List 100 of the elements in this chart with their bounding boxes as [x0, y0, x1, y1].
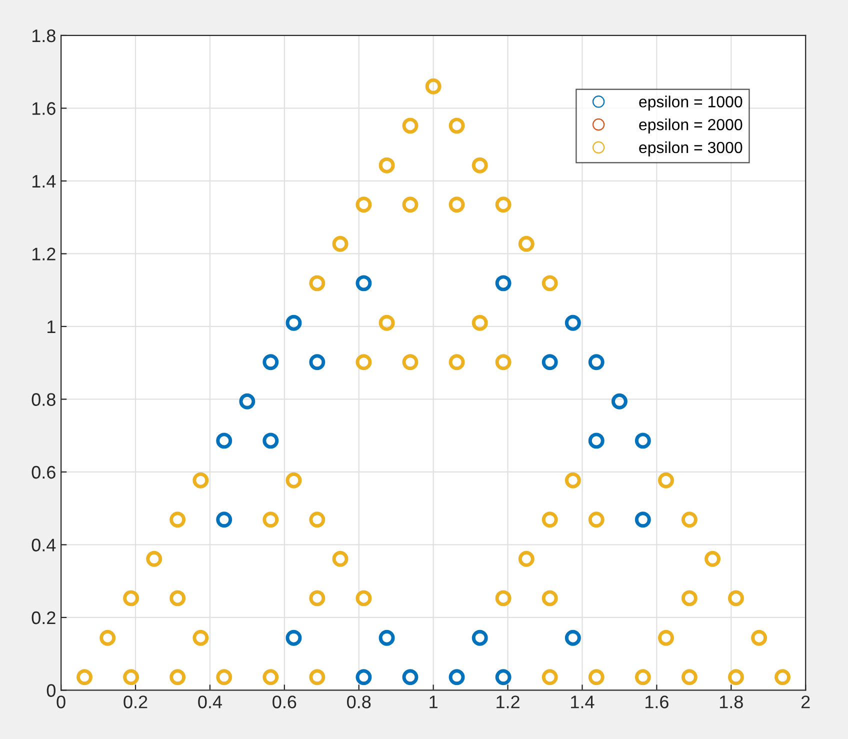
point	[378, 157, 395, 174]
point	[123, 669, 140, 686]
point	[704, 550, 721, 567]
point	[472, 157, 488, 174]
point	[448, 118, 465, 134]
y-tick-label: 0.8	[32, 393, 56, 406]
point	[472, 630, 488, 646]
point	[192, 630, 209, 646]
point	[588, 512, 604, 528]
point	[286, 630, 302, 646]
point	[518, 550, 534, 567]
y-tick-label: 1.4	[32, 175, 56, 188]
x-tick-label: 0.4	[198, 696, 222, 708]
point	[146, 550, 162, 567]
point	[495, 196, 512, 213]
point	[774, 669, 791, 686]
point	[448, 354, 465, 370]
point	[262, 432, 279, 449]
y-tick-label: 0.6	[32, 466, 56, 479]
point	[100, 630, 116, 646]
point	[402, 354, 418, 370]
point	[356, 196, 372, 213]
x-tick-label: 1.4	[571, 696, 594, 708]
point	[123, 590, 140, 606]
point	[542, 512, 558, 528]
point	[216, 432, 232, 449]
point	[681, 590, 698, 606]
x-tick-label: 2	[801, 696, 810, 708]
point	[611, 393, 628, 410]
point	[425, 78, 442, 94]
point	[542, 669, 558, 686]
point	[309, 669, 326, 686]
point	[378, 630, 395, 646]
point	[286, 472, 302, 488]
point	[356, 590, 372, 606]
point	[564, 314, 581, 331]
x-tick-label: 1.8	[720, 696, 743, 708]
point	[332, 236, 348, 252]
y-tick-label: 0.4	[32, 538, 56, 552]
point	[309, 275, 326, 292]
legend-label: epsilon = 2000	[639, 118, 742, 134]
point	[681, 669, 698, 686]
x-tick-label: 0.6	[272, 696, 296, 708]
y-tick-label: 1.8	[32, 29, 56, 42]
point	[495, 590, 512, 606]
point	[76, 669, 92, 686]
y-tick-label: 1	[48, 320, 56, 334]
point	[402, 118, 418, 134]
point	[309, 354, 326, 370]
point	[728, 590, 744, 606]
point	[588, 354, 604, 370]
point	[472, 314, 488, 331]
point	[216, 669, 232, 686]
x-tick-label: 1	[430, 696, 438, 708]
point	[495, 669, 512, 686]
point	[588, 669, 604, 686]
point	[286, 314, 302, 331]
point	[239, 393, 256, 410]
point	[751, 630, 768, 646]
x-tick-label: 0.2	[124, 696, 148, 708]
point	[262, 354, 279, 370]
point	[309, 512, 326, 528]
point	[216, 512, 232, 528]
point	[262, 669, 279, 686]
y-tick-label: 1.6	[32, 102, 56, 115]
point	[170, 590, 186, 606]
point	[542, 590, 558, 606]
point	[542, 354, 558, 370]
point	[518, 236, 534, 252]
y-tick-label: 0.2	[32, 611, 56, 624]
point	[262, 512, 279, 528]
point	[378, 314, 395, 331]
y-tick-label: 1.2	[32, 248, 56, 260]
point	[495, 275, 512, 292]
point	[658, 472, 674, 488]
x-tick-label: 1.6	[646, 696, 668, 708]
point	[681, 512, 698, 528]
point	[356, 354, 372, 370]
point	[564, 630, 581, 646]
point	[170, 512, 186, 528]
point	[402, 669, 418, 686]
x-tick-label: 1.2	[496, 696, 520, 708]
point	[564, 472, 581, 488]
y-tick-label: 0	[46, 684, 56, 697]
point	[356, 669, 372, 686]
point	[356, 275, 372, 292]
point	[332, 550, 348, 567]
x-tick-label: 0	[56, 696, 66, 708]
point	[588, 432, 604, 449]
point	[192, 472, 209, 488]
point	[495, 354, 512, 370]
point	[448, 196, 465, 213]
point	[542, 275, 558, 292]
point	[634, 432, 651, 449]
point	[402, 196, 418, 213]
point	[658, 630, 674, 646]
point	[448, 669, 465, 686]
legend-label: epsilon = 3000	[639, 141, 742, 156]
point	[634, 669, 651, 686]
point	[728, 669, 744, 686]
